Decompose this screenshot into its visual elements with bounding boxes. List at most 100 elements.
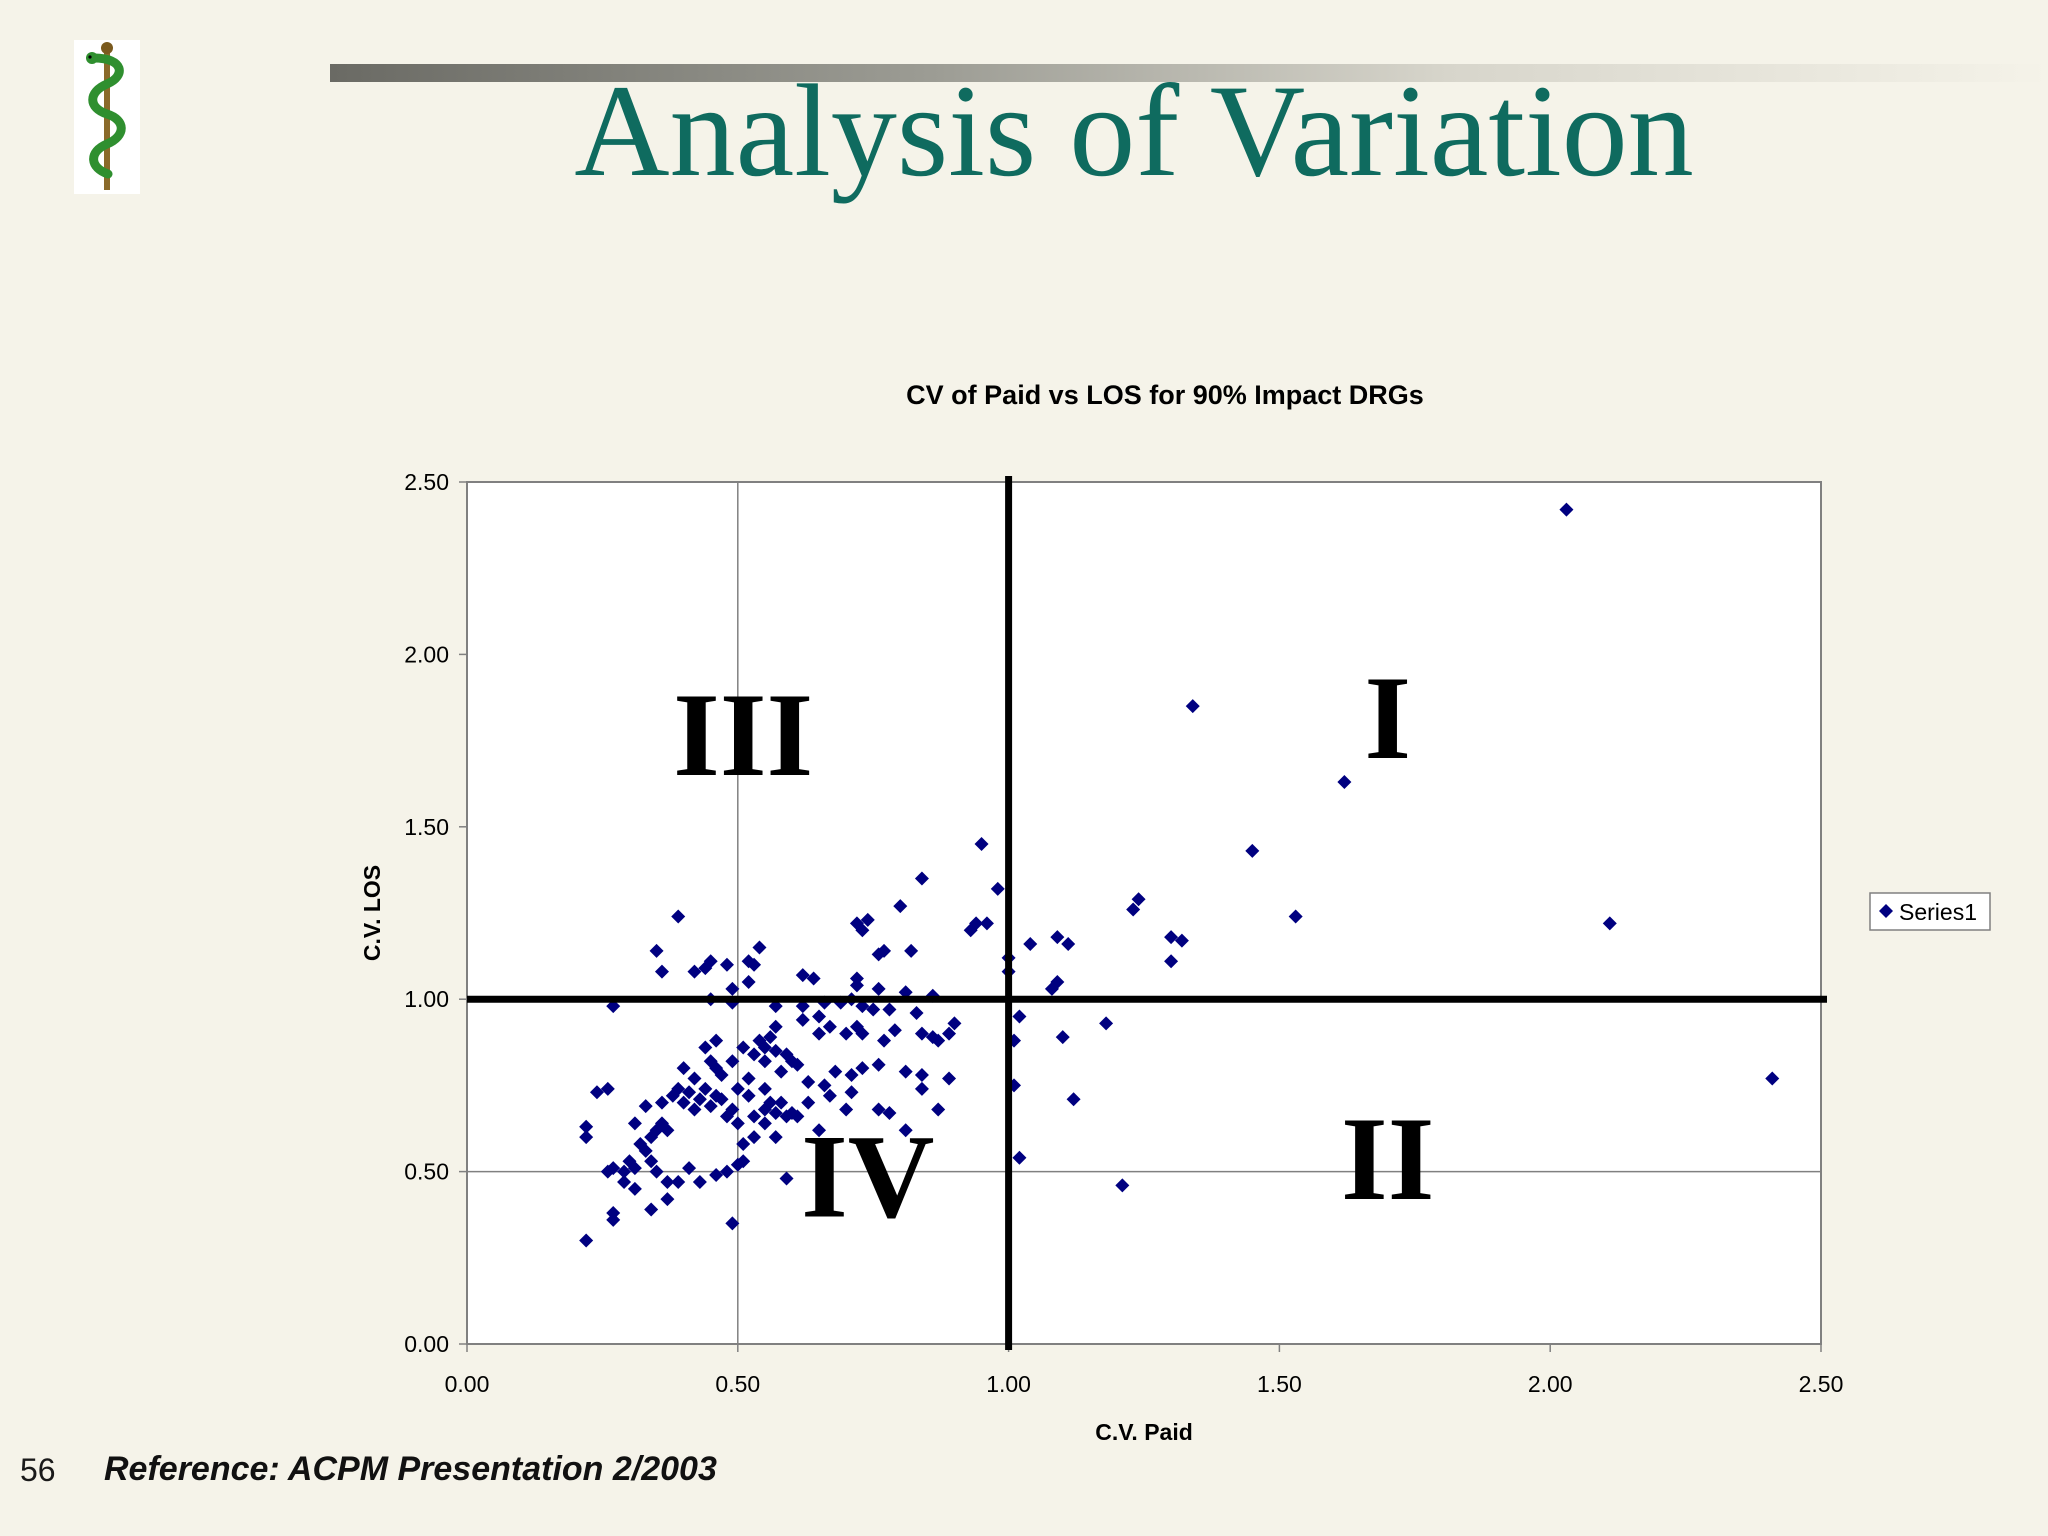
data-point bbox=[725, 1216, 740, 1231]
data-point bbox=[774, 1064, 789, 1079]
data-point bbox=[877, 1033, 892, 1048]
data-point bbox=[644, 1202, 659, 1217]
data-point bbox=[1115, 1178, 1130, 1193]
data-point bbox=[768, 1019, 783, 1034]
data-point bbox=[849, 978, 864, 993]
data-point bbox=[714, 1092, 729, 1107]
data-point bbox=[963, 923, 978, 938]
data-point bbox=[725, 1054, 740, 1069]
y-tick-label: 2.50 bbox=[404, 469, 449, 495]
data-point bbox=[676, 1095, 691, 1110]
data-point bbox=[768, 1043, 783, 1058]
data-point bbox=[795, 1012, 810, 1027]
data-point bbox=[649, 1164, 664, 1179]
legend-entry: Series1 bbox=[1899, 899, 1977, 925]
data-point bbox=[736, 1040, 751, 1055]
data-point bbox=[1044, 981, 1059, 996]
data-point bbox=[1164, 930, 1179, 945]
data-point bbox=[606, 1212, 621, 1227]
data-point bbox=[877, 943, 892, 958]
data-point bbox=[589, 1085, 604, 1100]
data-point bbox=[779, 1171, 794, 1186]
data-point bbox=[638, 1143, 653, 1158]
data-point bbox=[1055, 1030, 1070, 1045]
x-axis-label: C.V. Paid bbox=[1095, 1419, 1193, 1445]
data-point bbox=[687, 1071, 702, 1086]
data-point bbox=[817, 1078, 832, 1093]
data-point bbox=[649, 943, 664, 958]
data-point bbox=[682, 1085, 697, 1100]
data-point bbox=[801, 1095, 816, 1110]
data-point bbox=[617, 1174, 632, 1189]
data-point bbox=[617, 1164, 632, 1179]
legend-marker bbox=[1879, 904, 1893, 918]
data-point bbox=[909, 1005, 924, 1020]
y-tick-label: 2.00 bbox=[404, 641, 449, 667]
data-point bbox=[1099, 1016, 1114, 1031]
data-point bbox=[931, 1033, 946, 1048]
data-point bbox=[703, 954, 718, 969]
data-point bbox=[1164, 954, 1179, 969]
y-tick-label: 1.00 bbox=[404, 986, 449, 1012]
data-point bbox=[600, 1081, 615, 1096]
slide-title: Analysis of Variation bbox=[574, 57, 1694, 204]
data-point bbox=[882, 1002, 897, 1017]
data-point bbox=[1337, 774, 1352, 789]
reference-text: Reference: ACPM Presentation 2/2003 bbox=[104, 1450, 717, 1488]
data-point bbox=[844, 1085, 859, 1100]
data-point bbox=[947, 1016, 962, 1031]
data-point bbox=[806, 971, 821, 986]
data-point bbox=[855, 1061, 870, 1076]
rod-of-asclepius-icon bbox=[74, 40, 140, 194]
data-point bbox=[768, 1130, 783, 1145]
legend: Series1 bbox=[1869, 892, 1991, 931]
x-tick-label: 2.50 bbox=[1799, 1371, 1844, 1397]
data-point bbox=[741, 1088, 756, 1103]
data-point bbox=[747, 1109, 762, 1124]
x-tick-label: 0.00 bbox=[445, 1371, 490, 1397]
data-point bbox=[703, 1099, 718, 1114]
data-point bbox=[747, 1047, 762, 1062]
data-point bbox=[790, 1057, 805, 1072]
data-point bbox=[752, 940, 767, 955]
quadrant-label: IV bbox=[801, 1109, 934, 1242]
x-tick-label: 1.50 bbox=[1257, 1371, 1302, 1397]
data-point bbox=[828, 1064, 843, 1079]
data-point bbox=[855, 923, 870, 938]
data-point bbox=[866, 1002, 881, 1017]
data-point bbox=[979, 916, 994, 931]
data-point bbox=[714, 1068, 729, 1083]
data-point bbox=[709, 1033, 724, 1048]
title-accent-bar bbox=[330, 64, 2048, 82]
data-point bbox=[692, 1092, 707, 1107]
data-point bbox=[644, 1154, 659, 1169]
slide-number: 56 bbox=[20, 1452, 56, 1488]
data-point bbox=[914, 871, 929, 886]
data-point bbox=[844, 1068, 859, 1083]
data-point bbox=[898, 1064, 913, 1079]
data-point bbox=[795, 968, 810, 983]
data-point bbox=[719, 1109, 734, 1124]
data-point bbox=[1174, 933, 1189, 948]
data-point bbox=[855, 1026, 870, 1041]
data-point bbox=[1050, 930, 1065, 945]
data-point bbox=[871, 1057, 886, 1072]
data-point bbox=[627, 1161, 642, 1176]
data-point bbox=[768, 1105, 783, 1120]
plot-area bbox=[466, 481, 1822, 1345]
data-point bbox=[644, 1130, 659, 1145]
data-point bbox=[660, 1123, 675, 1138]
data-point bbox=[687, 964, 702, 979]
logo bbox=[74, 40, 140, 194]
data-point bbox=[942, 1071, 957, 1086]
data-point bbox=[1288, 909, 1303, 924]
data-point bbox=[974, 837, 989, 852]
data-point bbox=[839, 1026, 854, 1041]
data-point bbox=[990, 881, 1005, 896]
data-point bbox=[1126, 902, 1141, 917]
data-point bbox=[719, 957, 734, 972]
data-point bbox=[763, 1095, 778, 1110]
data-point bbox=[1131, 892, 1146, 907]
data-point bbox=[671, 909, 686, 924]
data-point bbox=[725, 981, 740, 996]
